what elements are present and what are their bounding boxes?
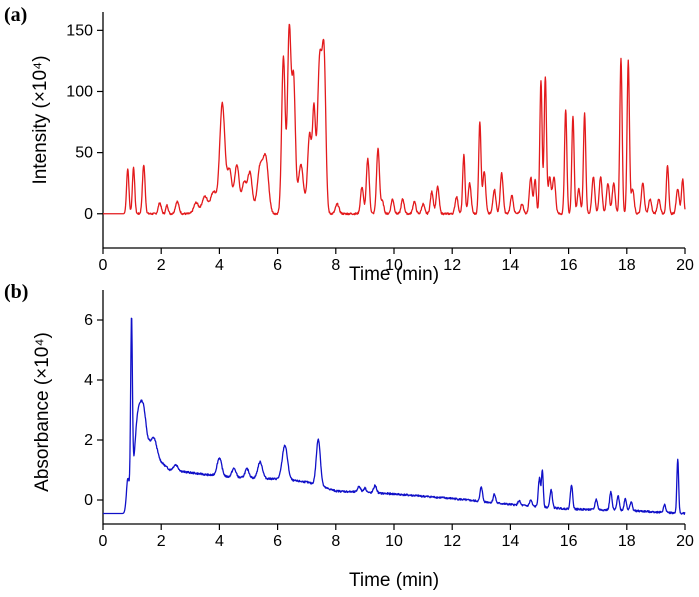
panel-b-x-tick-label: 18 (618, 533, 636, 550)
panel-b-trace (102, 317, 686, 515)
panel-a-x-title: Time (min) (349, 264, 439, 285)
panel-a-x-tick-label: 8 (331, 257, 340, 274)
panel-b-label: (b) (4, 281, 28, 303)
panel-b-y-tick-label: 4 (84, 372, 93, 389)
panel-a-y-tick-label: 50 (75, 145, 93, 162)
panel-a-x-tick-label: 14 (502, 257, 520, 274)
panel-a-x-tick-label: 10 (385, 257, 403, 274)
panel-b-x-tick-label: 2 (157, 533, 166, 550)
panel-a: (a) 0 2 4 6 8 10 12 14 16 18 20 0 50 100 150 Time (mi… (4, 4, 694, 285)
panel-b-x-tick-label: 4 (215, 533, 224, 550)
panel-a-trace (102, 23, 686, 216)
panel-b-y-title: Absorbance (×10⁴) (32, 332, 53, 492)
panel-b-x-tick-label: 16 (560, 533, 578, 550)
panel-a-y-tick-label: 0 (84, 206, 93, 223)
panel-a-x-ticks: 0 2 4 6 8 10 12 14 16 18 20 (99, 248, 694, 274)
panel-a-x-tick-label: 20 (676, 257, 694, 274)
panel-b-axes (102, 290, 685, 525)
panel-b-x-tick-label: 0 (99, 533, 108, 550)
panel-a-x-tick-label: 12 (443, 257, 461, 274)
panel-b-x-tick-label: 20 (676, 533, 694, 550)
panel-a-y-ticks: 0 50 100 150 (66, 22, 103, 223)
panel-a-y-tick-label: 150 (66, 22, 93, 39)
panel-a-x-tick-label: 0 (99, 257, 108, 274)
panel-a-y-title: Intensity (×10⁴) (30, 55, 51, 184)
panel-b-x-tick-label: 8 (331, 533, 340, 550)
panel-b-x-tick-label: 10 (385, 533, 403, 550)
panel-a-x-tick-label: 6 (273, 257, 282, 274)
panel-b-x-tick-label: 14 (502, 533, 520, 550)
panel-b-y-ticks: 0 2 4 6 (84, 312, 103, 509)
panel-a-y-tick-label: 100 (66, 83, 93, 100)
panel-a-x-tick-label: 2 (157, 257, 166, 274)
panel-b-x-tick-label: 12 (443, 533, 461, 550)
panel-a-x-tick-label: 4 (215, 257, 224, 274)
panel-b-x-title: Time (min) (349, 570, 439, 591)
panel-a-x-tick-label: 16 (560, 257, 578, 274)
panel-b-y-tick-label: 0 (84, 492, 93, 509)
panel-b-y-tick-label: 6 (84, 312, 93, 329)
panel-b: (b) 0 2 4 6 8 10 12 14 16 18 20 0 2 4 6 Time (min) Ab… (4, 281, 694, 591)
panel-b-x-ticks: 0 2 4 6 8 10 12 14 16 18 20 (99, 524, 694, 550)
panel-a-x-tick-label: 18 (618, 257, 636, 274)
panel-a-label: (a) (4, 4, 27, 26)
panel-b-x-tick-label: 6 (273, 533, 282, 550)
panel-b-y-tick-label: 2 (84, 432, 93, 449)
